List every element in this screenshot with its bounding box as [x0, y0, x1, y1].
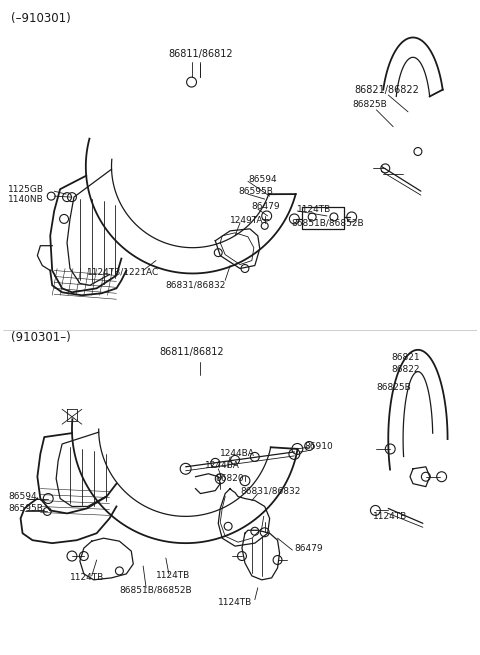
- Text: 1125GB: 1125GB: [8, 185, 44, 194]
- Text: 86594: 86594: [248, 175, 276, 184]
- Text: 1124TB: 1124TB: [156, 571, 190, 580]
- Text: 1140NB: 1140NB: [8, 195, 44, 204]
- Text: 1124TB: 1124TB: [373, 512, 408, 521]
- Text: 86595B: 86595B: [238, 187, 273, 196]
- Text: 1244BA: 1244BA: [205, 461, 240, 470]
- Text: 86479: 86479: [294, 544, 323, 553]
- Text: 86831/86832: 86831/86832: [166, 281, 226, 290]
- Text: 1124TB: 1124TB: [70, 573, 104, 582]
- Text: 86479: 86479: [252, 202, 280, 210]
- Text: 86594: 86594: [9, 492, 37, 501]
- Text: 86821: 86821: [391, 353, 420, 362]
- Text: 86825B: 86825B: [376, 383, 411, 392]
- Text: 86595B: 86595B: [9, 504, 44, 513]
- Text: 86822: 86822: [391, 365, 420, 374]
- Text: 1124TB: 1124TB: [218, 598, 252, 607]
- Text: 86820: 86820: [216, 474, 244, 483]
- Text: 86825B: 86825B: [353, 100, 387, 109]
- Text: (–910301): (–910301): [11, 12, 71, 25]
- Text: 86851B/86852B: 86851B/86852B: [120, 586, 192, 594]
- Text: 86851B/86852B: 86851B/86852B: [291, 218, 364, 227]
- Text: 1124TB/1221AC: 1124TB/1221AC: [87, 268, 159, 277]
- Text: 1249TA: 1249TA: [230, 216, 264, 225]
- Text: 1244BA: 1244BA: [220, 449, 255, 458]
- Text: 1124TB: 1124TB: [297, 204, 332, 214]
- Text: (910301–): (910301–): [11, 331, 71, 345]
- Text: 86831/86832: 86831/86832: [240, 486, 300, 495]
- Text: 86821/86822: 86821/86822: [355, 85, 420, 95]
- Text: 86811/86812: 86811/86812: [159, 346, 224, 357]
- Text: 86910: 86910: [304, 443, 333, 451]
- Text: 86811/86812: 86811/86812: [169, 49, 233, 60]
